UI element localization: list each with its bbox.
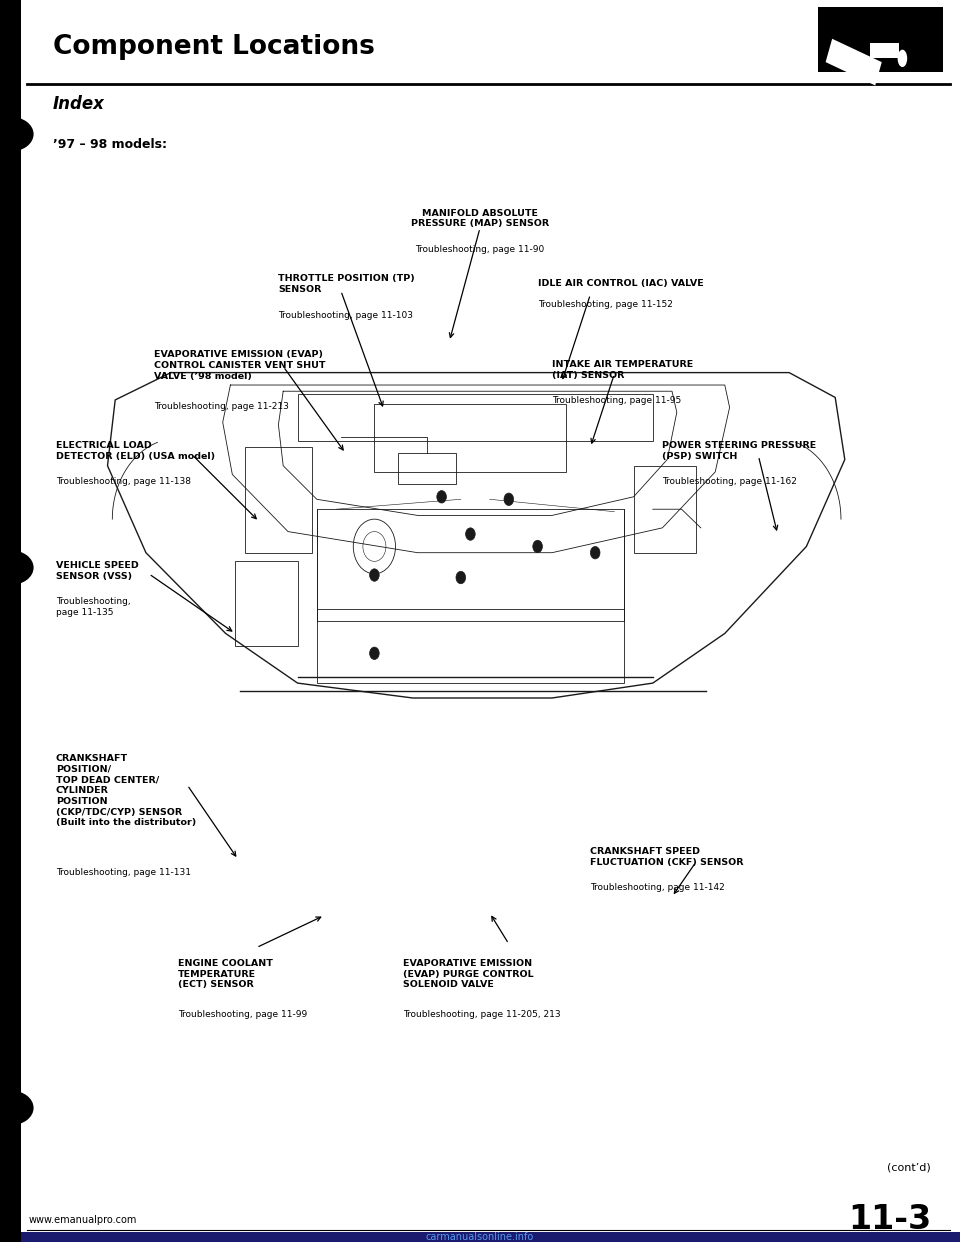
Circle shape xyxy=(370,569,379,581)
Text: VEHICLE SPEED
SENSOR (VSS): VEHICLE SPEED SENSOR (VSS) xyxy=(56,561,138,581)
Text: Troubleshooting, page 11-162: Troubleshooting, page 11-162 xyxy=(662,477,797,486)
Bar xyxy=(298,394,653,441)
Text: ’97 – 98 models:: ’97 – 98 models: xyxy=(53,138,167,150)
Text: Troubleshooting,
page 11-135: Troubleshooting, page 11-135 xyxy=(56,597,131,617)
Text: Troubleshooting, page 11-152: Troubleshooting, page 11-152 xyxy=(538,299,672,309)
Text: (cont’d): (cont’d) xyxy=(887,1163,931,1172)
Text: EVAPORATIVE EMISSION (EVAP)
CONTROL CANISTER VENT SHUT
VALVE (’98 model): EVAPORATIVE EMISSION (EVAP) CONTROL CANI… xyxy=(154,350,325,381)
Bar xyxy=(818,7,943,72)
Circle shape xyxy=(456,571,466,584)
Ellipse shape xyxy=(0,117,34,152)
Text: Troubleshooting, page 11-213: Troubleshooting, page 11-213 xyxy=(154,402,288,411)
Text: Troubleshooting, page 11-99: Troubleshooting, page 11-99 xyxy=(178,1011,307,1020)
Text: Troubleshooting, page 11-90: Troubleshooting, page 11-90 xyxy=(416,245,544,253)
Text: EVAPORATIVE EMISSION
(EVAP) PURGE CONTROL
SOLENOID VALVE: EVAPORATIVE EMISSION (EVAP) PURGE CONTRO… xyxy=(403,959,534,990)
Bar xyxy=(317,609,624,683)
Text: carmanualsonline.info: carmanualsonline.info xyxy=(426,1232,534,1242)
Text: IDLE AIR CONTROL (IAC) VALVE: IDLE AIR CONTROL (IAC) VALVE xyxy=(538,279,704,288)
Bar xyxy=(317,509,624,621)
Text: MANIFOLD ABSOLUTE
PRESSURE (MAP) SENSOR: MANIFOLD ABSOLUTE PRESSURE (MAP) SENSOR xyxy=(411,209,549,229)
Circle shape xyxy=(370,647,379,660)
Bar xyxy=(374,404,566,472)
Circle shape xyxy=(504,493,514,505)
Text: CRANKSHAFT
POSITION/
TOP DEAD CENTER/
CYLINDER
POSITION
(CKP/TDC/CYP) SENSOR
(Bu: CRANKSHAFT POSITION/ TOP DEAD CENTER/ CY… xyxy=(56,754,196,827)
Ellipse shape xyxy=(0,1090,34,1125)
Text: Troubleshooting, page 11-138: Troubleshooting, page 11-138 xyxy=(56,477,191,486)
Bar xyxy=(0,0,21,1242)
Ellipse shape xyxy=(898,50,907,67)
Text: www.emanualpro.com: www.emanualpro.com xyxy=(29,1215,137,1225)
Text: ELECTRICAL LOAD
DETECTOR (ELD) (USA model): ELECTRICAL LOAD DETECTOR (ELD) (USA mode… xyxy=(56,441,215,461)
Text: Troubleshooting, page 11-103: Troubleshooting, page 11-103 xyxy=(278,310,414,319)
Text: Component Locations: Component Locations xyxy=(53,35,374,60)
Text: Troubleshooting, page 11-142: Troubleshooting, page 11-142 xyxy=(590,883,725,892)
Bar xyxy=(235,561,298,646)
Circle shape xyxy=(437,491,446,503)
Text: Troubleshooting, page 11-95: Troubleshooting, page 11-95 xyxy=(552,396,682,405)
Circle shape xyxy=(533,540,542,553)
Text: Troubleshooting, page 11-205, 213: Troubleshooting, page 11-205, 213 xyxy=(403,1011,561,1020)
Bar xyxy=(245,447,312,553)
Text: Troubleshooting, page 11-131: Troubleshooting, page 11-131 xyxy=(56,867,191,877)
Text: 11-3: 11-3 xyxy=(848,1203,931,1236)
Bar xyxy=(0,1232,960,1242)
Bar xyxy=(398,453,456,484)
Bar xyxy=(870,43,899,58)
Circle shape xyxy=(466,528,475,540)
Ellipse shape xyxy=(0,550,34,585)
Text: INTAKE AIR TEMPERATURE
(IAT) SENSOR: INTAKE AIR TEMPERATURE (IAT) SENSOR xyxy=(552,360,693,380)
Text: THROTTLE POSITION (TP)
SENSOR: THROTTLE POSITION (TP) SENSOR xyxy=(278,274,415,294)
Circle shape xyxy=(590,546,600,559)
Text: ENGINE COOLANT
TEMPERATURE
(ECT) SENSOR: ENGINE COOLANT TEMPERATURE (ECT) SENSOR xyxy=(178,959,273,990)
Text: CRANKSHAFT SPEED
FLUCTUATION (CKF) SENSOR: CRANKSHAFT SPEED FLUCTUATION (CKF) SENSO… xyxy=(590,847,744,867)
Bar xyxy=(826,39,882,86)
Text: Index: Index xyxy=(53,96,105,113)
Bar xyxy=(634,466,696,553)
Text: POWER STEERING PRESSURE
(PSP) SWITCH: POWER STEERING PRESSURE (PSP) SWITCH xyxy=(662,441,817,461)
